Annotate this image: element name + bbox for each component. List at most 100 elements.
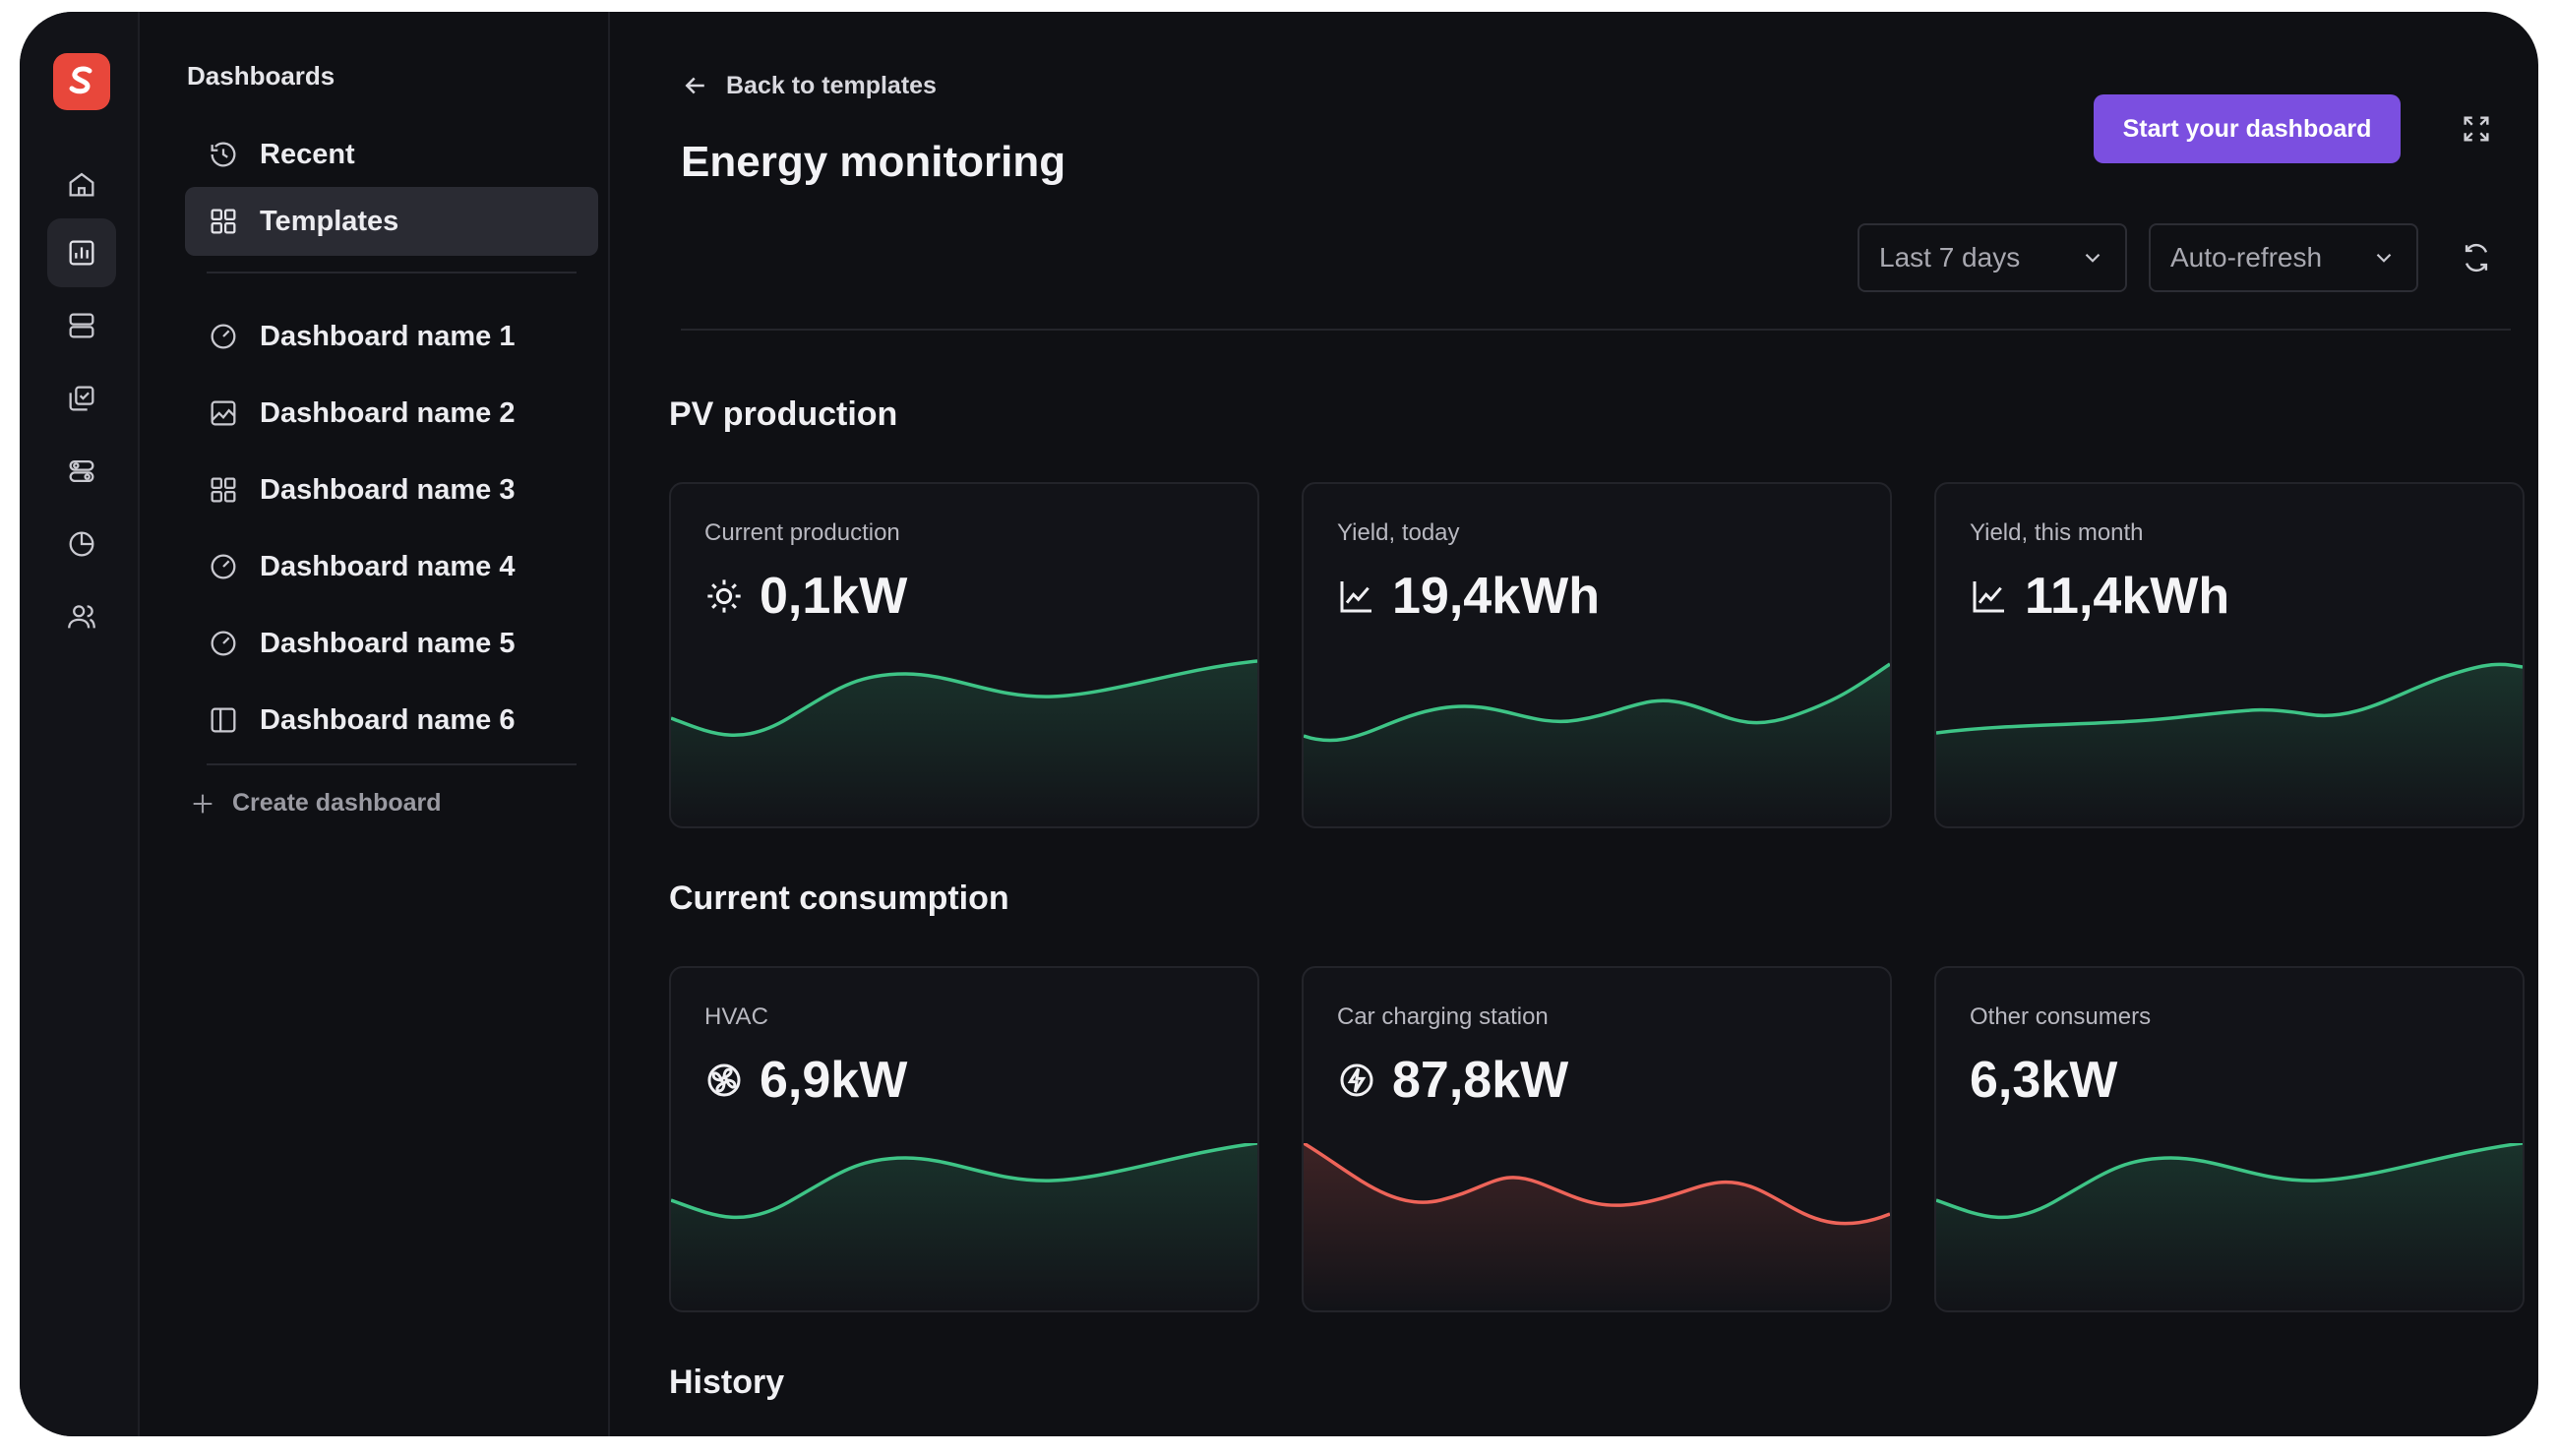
back-label: Back to templates xyxy=(726,71,937,99)
card-value-text: 6,9kW xyxy=(760,1052,908,1109)
refresh-button[interactable] xyxy=(2452,233,2501,282)
card-label: HVAC xyxy=(704,1003,768,1030)
users-nav-button[interactable] xyxy=(47,582,116,651)
line-chart-icon xyxy=(1340,581,1371,613)
sidebar-item-label: Dashboard name 2 xyxy=(260,396,516,429)
sparkline-other-consumers xyxy=(1936,1143,2523,1310)
card-value-text: 0,1kW xyxy=(760,568,908,625)
sparkline-car-charging xyxy=(1304,1143,1890,1310)
sidebar-item-templates[interactable]: Templates xyxy=(185,187,598,256)
home-icon xyxy=(69,172,94,197)
storage-nav-button[interactable] xyxy=(47,291,116,360)
grid-icon xyxy=(211,209,236,234)
bar-chart-icon xyxy=(69,240,94,266)
date-range-value: Last 7 days xyxy=(1879,242,2021,273)
card-value: 19,4kWh xyxy=(1337,567,1600,626)
chevron-down-icon xyxy=(2085,253,2101,263)
arrow-left-icon xyxy=(685,77,704,94)
page-title: Energy monitoring xyxy=(681,138,1066,186)
gauge-icon xyxy=(211,554,236,579)
sparkline-yield-month xyxy=(1936,662,2523,826)
auto-refresh-select[interactable]: Auto-refresh xyxy=(2149,223,2418,292)
expand-icon xyxy=(2464,116,2489,142)
card-value-text: 19,4kWh xyxy=(1392,568,1600,625)
date-range-select[interactable]: Last 7 days xyxy=(1858,223,2127,292)
card-label: Car charging station xyxy=(1337,1003,1549,1030)
gauge-icon xyxy=(211,324,236,349)
sparkline-current-production xyxy=(671,659,1257,826)
card-value: 6,3kW xyxy=(1970,1051,2117,1110)
integrations-nav-button[interactable] xyxy=(47,437,116,506)
card-label: Yield, this month xyxy=(1970,519,2144,546)
sparkline-yield-today xyxy=(1304,662,1890,826)
sidebar-item-dashboard-3[interactable]: Dashboard name 3 xyxy=(185,455,598,524)
sparkline-hvac xyxy=(671,1143,1257,1310)
line-chart-icon xyxy=(1973,581,2004,613)
sidebar-item-label: Dashboard name 6 xyxy=(260,703,516,736)
card-value: 11,4kWh xyxy=(1970,567,2229,626)
main-content: Back to templates Energy monitoring Star… xyxy=(610,12,2538,1436)
dashboards-nav-button[interactable] xyxy=(47,218,116,287)
sidebar-item-dashboard-1[interactable]: Dashboard name 1 xyxy=(185,302,598,371)
home-nav-button[interactable] xyxy=(47,150,116,218)
app-logo[interactable] xyxy=(53,53,110,110)
card-label: Other consumers xyxy=(1970,1003,2152,1030)
sidebar-item-label: Dashboard name 5 xyxy=(260,627,516,659)
clock-icon xyxy=(211,142,236,167)
card-value-text: 6,3kW xyxy=(1970,1052,2118,1109)
bolt-icon xyxy=(1340,1063,1373,1097)
section-title-consumption: Current consumption xyxy=(669,880,1009,917)
section-title-pv: PV production xyxy=(669,395,898,433)
app-window: Dashboards Recent Templates Dashboard na… xyxy=(20,12,2538,1436)
reports-nav-button[interactable] xyxy=(47,510,116,578)
back-to-templates-link[interactable]: Back to templates xyxy=(681,71,937,100)
sidebar-item-label: Dashboard name 4 xyxy=(260,550,516,582)
card-value: 87,8kW xyxy=(1337,1051,1568,1110)
chevron-down-icon xyxy=(2376,253,2392,263)
sidebar-item-dashboard-4[interactable]: Dashboard name 4 xyxy=(185,532,598,601)
sidebar-item-label: Dashboard name 3 xyxy=(260,473,516,506)
copy-check-icon xyxy=(69,386,94,411)
panel-icon xyxy=(211,707,236,733)
metric-card-yield-today[interactable]: Yield, today 19,4kWh xyxy=(1302,482,1892,828)
plus-icon xyxy=(193,794,213,813)
metric-card-hvac[interactable]: HVAC 6,9kW xyxy=(669,966,1259,1312)
sidebar-item-label: Dashboard name 1 xyxy=(260,320,516,352)
sidebar-title: Dashboards xyxy=(187,61,335,91)
metric-card-yield-month[interactable]: Yield, this month 11,4kWh xyxy=(1934,482,2525,828)
sidebar-item-recent[interactable]: Recent xyxy=(185,120,598,189)
sidebar-item-dashboard-5[interactable]: Dashboard name 5 xyxy=(185,609,598,678)
metric-card-current-production[interactable]: Current production 0,1kW xyxy=(669,482,1259,828)
sidebar-divider xyxy=(207,272,577,273)
card-value: 0,1kW xyxy=(704,567,907,626)
refresh-icon xyxy=(2465,243,2488,273)
icon-rail xyxy=(20,12,140,1436)
card-value-text: 11,4kWh xyxy=(2025,568,2230,625)
toggles-icon xyxy=(69,459,94,483)
card-value: 6,9kW xyxy=(704,1051,907,1110)
card-value-text: 87,8kW xyxy=(1392,1052,1569,1109)
server-icon xyxy=(69,313,94,338)
pie-chart-icon xyxy=(69,531,94,557)
metric-card-car-charging[interactable]: Car charging station 87,8kW xyxy=(1302,966,1892,1312)
sidebar-divider xyxy=(207,763,577,765)
sun-icon xyxy=(707,579,741,613)
tasks-nav-button[interactable] xyxy=(47,364,116,433)
card-label: Current production xyxy=(704,519,900,546)
create-dashboard-button[interactable]: Create dashboard xyxy=(189,789,442,818)
fullscreen-button[interactable] xyxy=(2452,104,2501,153)
sidebar-item-dashboard-2[interactable]: Dashboard name 2 xyxy=(185,379,598,448)
auto-refresh-value: Auto-refresh xyxy=(2170,242,2323,273)
sidebar-item-label: Templates xyxy=(260,205,399,237)
grid-icon xyxy=(211,477,236,503)
create-dashboard-label: Create dashboard xyxy=(232,789,442,817)
chart-icon xyxy=(211,400,236,426)
metric-card-other-consumers[interactable]: Other consumers 6,3kW xyxy=(1934,966,2525,1312)
gauge-icon xyxy=(211,631,236,656)
fan-icon xyxy=(707,1063,741,1097)
card-label: Yield, today xyxy=(1337,519,1460,546)
start-dashboard-button[interactable]: Start your dashboard xyxy=(2094,94,2401,163)
sidebar-item-dashboard-6[interactable]: Dashboard name 6 xyxy=(185,686,598,755)
section-title-history: History xyxy=(669,1364,785,1401)
logo-icon xyxy=(69,66,92,94)
